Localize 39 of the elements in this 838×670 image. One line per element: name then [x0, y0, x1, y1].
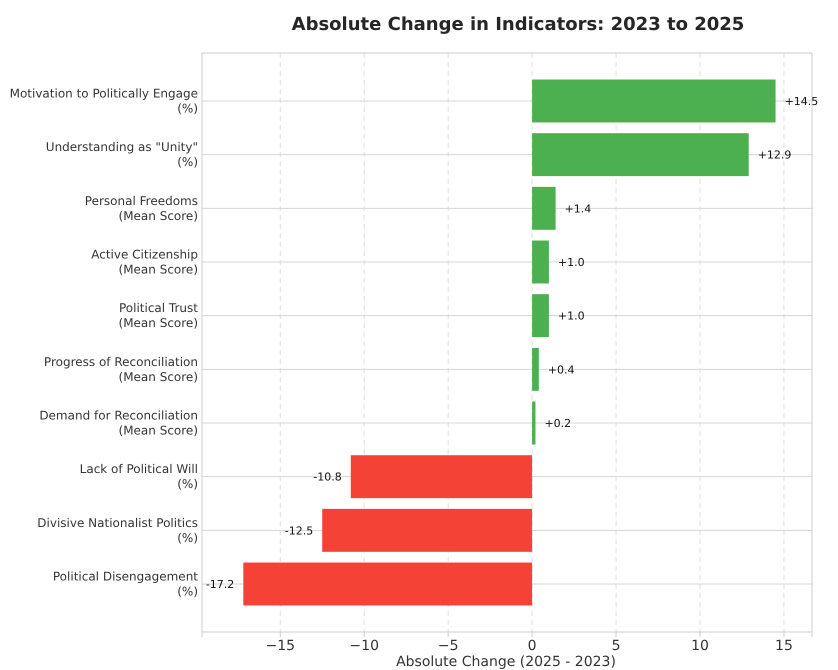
x-axis-title: Absolute Change (2025 - 2023) — [396, 654, 616, 670]
y-tick-label: Demand for Reconciliation (Mean Score) — [39, 408, 198, 438]
y-tick-label: Progress of Reconciliation (Mean Score) — [44, 354, 198, 384]
y-tick-label: Divisive Nationalist Politics (%) — [37, 516, 198, 545]
y-tick-label: Lack of Political Will (%) — [80, 462, 198, 492]
data-label: -10.8 — [313, 470, 342, 484]
x-tick-label: 0 — [528, 638, 537, 654]
bar — [532, 348, 539, 391]
bar — [532, 294, 549, 338]
chart-title: Absolute Change in Indicators: 2023 to 2025 — [292, 14, 744, 35]
x-tick-label: 5 — [612, 638, 621, 654]
data-label: +1.0 — [558, 256, 585, 269]
data-label: +1.0 — [558, 310, 585, 323]
bar — [532, 133, 749, 176]
data-label: -12.5 — [284, 524, 314, 538]
data-label: +14.5 — [784, 94, 818, 108]
x-tick-label: −15 — [265, 638, 296, 654]
x-tick-label: 15 — [775, 638, 793, 654]
x-tick-label: −5 — [438, 638, 458, 654]
y-tick-label: Understanding as "Unity" (%) — [46, 140, 198, 170]
data-label: +0.2 — [544, 417, 572, 430]
y-tick-label: Personal Freedoms (Mean Score) — [84, 194, 198, 223]
y-tick-label: Political Disengagement (%) — [52, 570, 198, 599]
x-tick-label: 10 — [691, 638, 709, 654]
data-label: +0.4 — [548, 363, 575, 376]
x-tick-label: −10 — [349, 638, 379, 654]
bar — [532, 240, 549, 284]
y-tick-label: Motivation to Politically Engage (%) — [10, 86, 198, 116]
y-tick-label: Political Trust (Mean Score) — [118, 301, 198, 330]
bar — [532, 80, 776, 122]
bar — [243, 562, 532, 606]
data-label: +1.4 — [564, 202, 592, 216]
data-label: -17.2 — [206, 578, 234, 592]
bar — [532, 186, 556, 230]
data-label: +12.9 — [758, 148, 792, 162]
bar — [532, 402, 536, 444]
bar — [350, 455, 532, 498]
bar — [322, 508, 532, 552]
y-tick-label: Active Citizenship (Mean Score) — [91, 247, 198, 276]
